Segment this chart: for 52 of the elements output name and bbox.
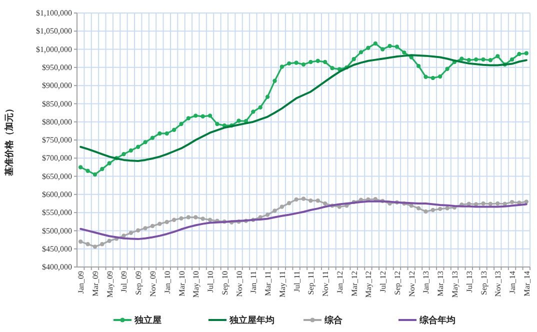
y-tick-label: $800,000 <box>42 117 72 126</box>
x-tick-label: Nov_10 <box>234 271 244 297</box>
x-tick-label: Jan_11 <box>249 271 258 294</box>
y-tick-label: $450,000 <box>42 244 72 254</box>
legend-label: 独立屋年均 <box>228 315 274 326</box>
x-tick-label: Sep_11 <box>306 271 316 295</box>
x-tick-label: Nov_11 <box>321 271 330 296</box>
x-tick-label: Nov_09 <box>148 271 158 297</box>
x-tick-label: Jul_09 <box>120 271 129 292</box>
y-tick-label: $750,000 <box>42 136 72 145</box>
x-tick-label: May_12 <box>364 271 374 298</box>
x-tick-label: Jan_10 <box>162 271 172 294</box>
x-tick-label: Jan_14 <box>508 271 518 294</box>
y-tick-label: $650,000 <box>42 172 72 181</box>
x-tick-label: Nov_13 <box>494 271 503 297</box>
y-axis-title: 基准价格（加元） <box>4 104 15 177</box>
y-tick-label: $1,050,000 <box>36 26 72 36</box>
x-tick-label: Mar_11 <box>264 271 273 296</box>
y-tick-label: $400,000 <box>42 262 72 272</box>
x-tick-label: Sep_13 <box>479 271 488 295</box>
x-tick-label: Sep_09 <box>134 271 144 295</box>
x-tick-label: May_10 <box>192 271 201 298</box>
x-tick-label: Mar_13 <box>436 271 446 296</box>
y-tick-label: $1,100,000 <box>36 8 72 18</box>
y-tick-label: $950,000 <box>42 62 72 72</box>
x-tick-label: Jan_13 <box>422 271 431 294</box>
x-tick-label: Mar_14 <box>522 271 532 296</box>
x-tick-label: Sep_10 <box>220 271 230 295</box>
y-tick-label: $550,000 <box>42 208 72 218</box>
x-tick-label: Mar_12 <box>350 271 359 296</box>
x-tick-label: May_13 <box>450 271 460 298</box>
x-tick-label: Jul_10 <box>206 271 216 292</box>
x-tick-label: Jul_12 <box>378 271 388 292</box>
x-tick-label: Jul_11 <box>292 271 302 292</box>
x-tick-label: Jan_12 <box>335 271 344 294</box>
y-tick-label: $850,000 <box>42 99 72 108</box>
legend-label: 综合年均 <box>418 315 456 326</box>
y-tick-label: $900,000 <box>42 81 72 90</box>
x-tick-label: Mar_09 <box>90 271 100 296</box>
x-tick-label: Mar_10 <box>177 271 186 296</box>
y-tick-label: $500,000 <box>42 226 72 236</box>
y-tick-label: $1,000,000 <box>36 44 72 54</box>
x-tick-label: May_09 <box>105 271 114 298</box>
x-tick-label: Nov_12 <box>407 271 416 297</box>
legend-label: 综合 <box>324 315 344 326</box>
legend-label: 独立屋 <box>134 315 162 326</box>
y-tick-label: $700,000 <box>42 154 72 163</box>
x-tick-label: Jan_09 <box>76 271 86 294</box>
x-tick-label: May_11 <box>278 271 287 298</box>
x-tick-label: Jul_13 <box>464 271 474 292</box>
x-tick-label: Sep_12 <box>392 271 402 295</box>
y-tick-label: $600,000 <box>42 190 72 199</box>
